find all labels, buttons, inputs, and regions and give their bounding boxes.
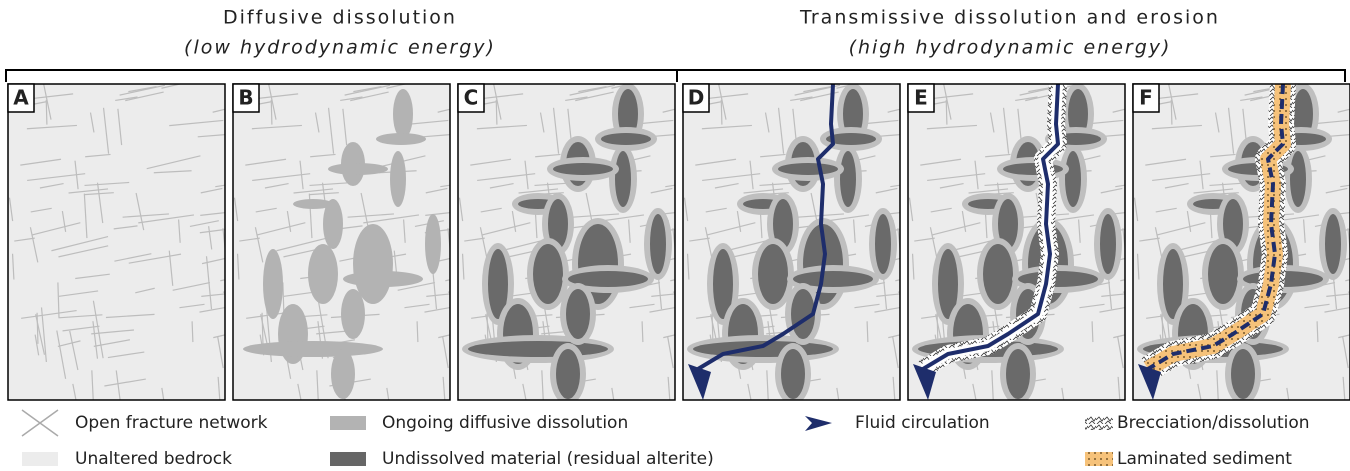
diagram: Diffusive dissolution (low hydrodynamic … — [0, 0, 1350, 471]
panel-label: A — [13, 86, 29, 110]
legend: Open fracture network Unaltered bedrock … — [22, 410, 1310, 469]
residual-alterite — [778, 163, 838, 175]
legend-icon — [1085, 452, 1113, 466]
fracture — [721, 100, 722, 125]
residual-alterite — [556, 349, 580, 399]
legend-label: Open fracture network — [75, 413, 268, 433]
fracture — [946, 100, 947, 125]
ongoing-dissolution — [393, 89, 413, 139]
legend-label: Fluid circulation — [855, 413, 990, 433]
residual-alterite — [781, 349, 805, 399]
fracture — [642, 321, 643, 342]
ongoing-dissolution — [308, 244, 338, 304]
residual-alterite — [1231, 349, 1255, 399]
residual-alterite — [758, 244, 788, 304]
bedrock — [8, 84, 225, 400]
legend-icon — [22, 410, 58, 436]
fracture — [46, 100, 47, 125]
panel-label: D — [688, 86, 705, 110]
legend-label: Unaltered bedrock — [75, 449, 232, 469]
ongoing-dissolution — [323, 199, 343, 249]
residual-alterite — [553, 163, 613, 175]
panel-label: C — [464, 86, 479, 110]
legend-icon — [22, 452, 58, 466]
residual-alterite — [1065, 151, 1081, 207]
residual-alterite — [533, 244, 563, 304]
header-subtitle: (low hydrodynamic energy) — [184, 37, 496, 59]
fracture — [271, 100, 272, 125]
residual-alterite — [601, 133, 651, 145]
residual-alterite — [1208, 244, 1238, 304]
fracture — [867, 321, 868, 342]
ongoing-dissolution — [341, 289, 365, 339]
ongoing-dissolution — [343, 271, 423, 287]
fracture — [417, 321, 418, 342]
legend-icon — [1085, 416, 1113, 430]
legend-icon — [330, 416, 366, 430]
legend-label: Brecciation/dissolution — [1117, 413, 1310, 433]
ongoing-dissolution — [331, 349, 355, 399]
ongoing-dissolution — [425, 214, 441, 274]
ongoing-dissolution — [243, 341, 383, 357]
legend-icon — [330, 452, 366, 466]
legend-label: Ongoing diffusive dissolution — [382, 413, 628, 433]
panel-body — [1133, 81, 1350, 431]
legend-label: Undissolved material (residual alterite) — [382, 449, 714, 469]
residual-alterite — [840, 151, 856, 207]
bracket — [6, 70, 1345, 82]
panel: F — [1133, 81, 1350, 431]
ongoing-dissolution — [263, 249, 283, 319]
header-title: Transmissive dissolution and erosion — [799, 7, 1220, 29]
residual-alterite — [983, 244, 1013, 304]
fracture — [1092, 321, 1093, 342]
fracture — [192, 321, 193, 342]
ongoing-dissolution — [328, 163, 388, 175]
residual-alterite — [1325, 214, 1341, 274]
ongoing-dissolution — [390, 151, 406, 207]
residual-alterite — [468, 341, 608, 357]
ongoing-dissolution — [353, 224, 393, 304]
header-subtitle: (high hydrodynamic energy) — [849, 37, 1172, 59]
panel-label: B — [238, 86, 253, 110]
legend-label: Laminated sediment — [1117, 449, 1292, 469]
panel-label: E — [914, 86, 928, 110]
residual-alterite — [566, 289, 590, 339]
fracture — [1317, 321, 1318, 342]
legend-icon — [805, 416, 832, 431]
residual-alterite — [615, 151, 631, 207]
residual-alterite — [1006, 349, 1030, 399]
panel-label: F — [1139, 86, 1153, 110]
residual-alterite — [693, 341, 833, 357]
fracture — [496, 100, 497, 125]
ongoing-dissolution — [376, 133, 426, 145]
fracture — [1171, 100, 1172, 125]
header-title: Diffusive dissolution — [223, 7, 457, 29]
residual-alterite — [875, 214, 891, 274]
residual-alterite — [1290, 151, 1306, 207]
residual-alterite — [1100, 214, 1116, 274]
residual-alterite — [650, 214, 666, 274]
